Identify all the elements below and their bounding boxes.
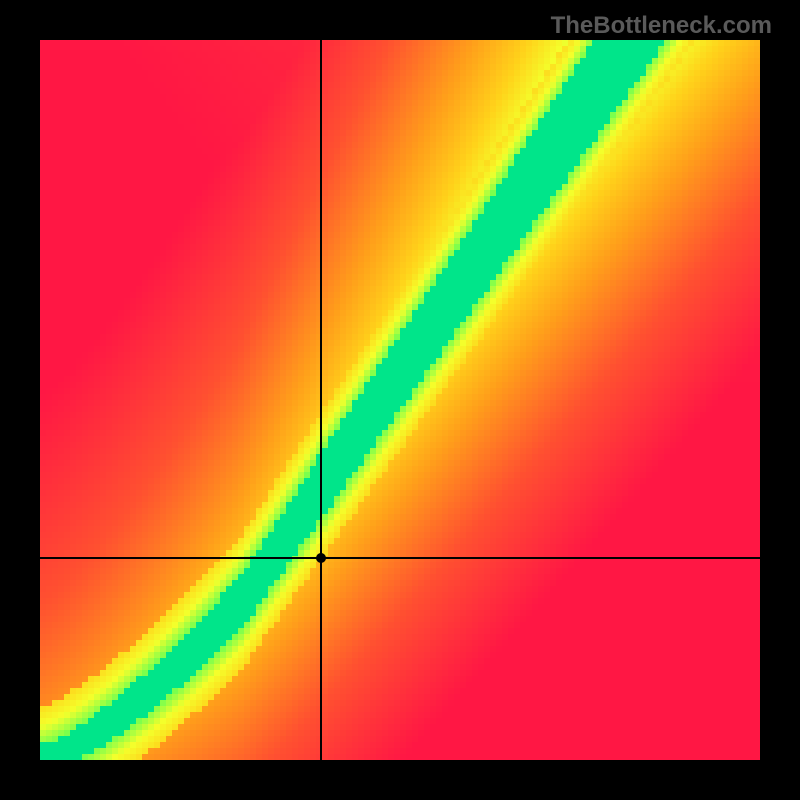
attribution-text: TheBottleneck.com [551, 12, 772, 40]
chart-container: TheBottleneck.com [0, 0, 800, 800]
crosshair-horizontal [40, 557, 760, 559]
crosshair-vertical [320, 40, 322, 760]
bottleneck-heatmap [40, 40, 760, 760]
